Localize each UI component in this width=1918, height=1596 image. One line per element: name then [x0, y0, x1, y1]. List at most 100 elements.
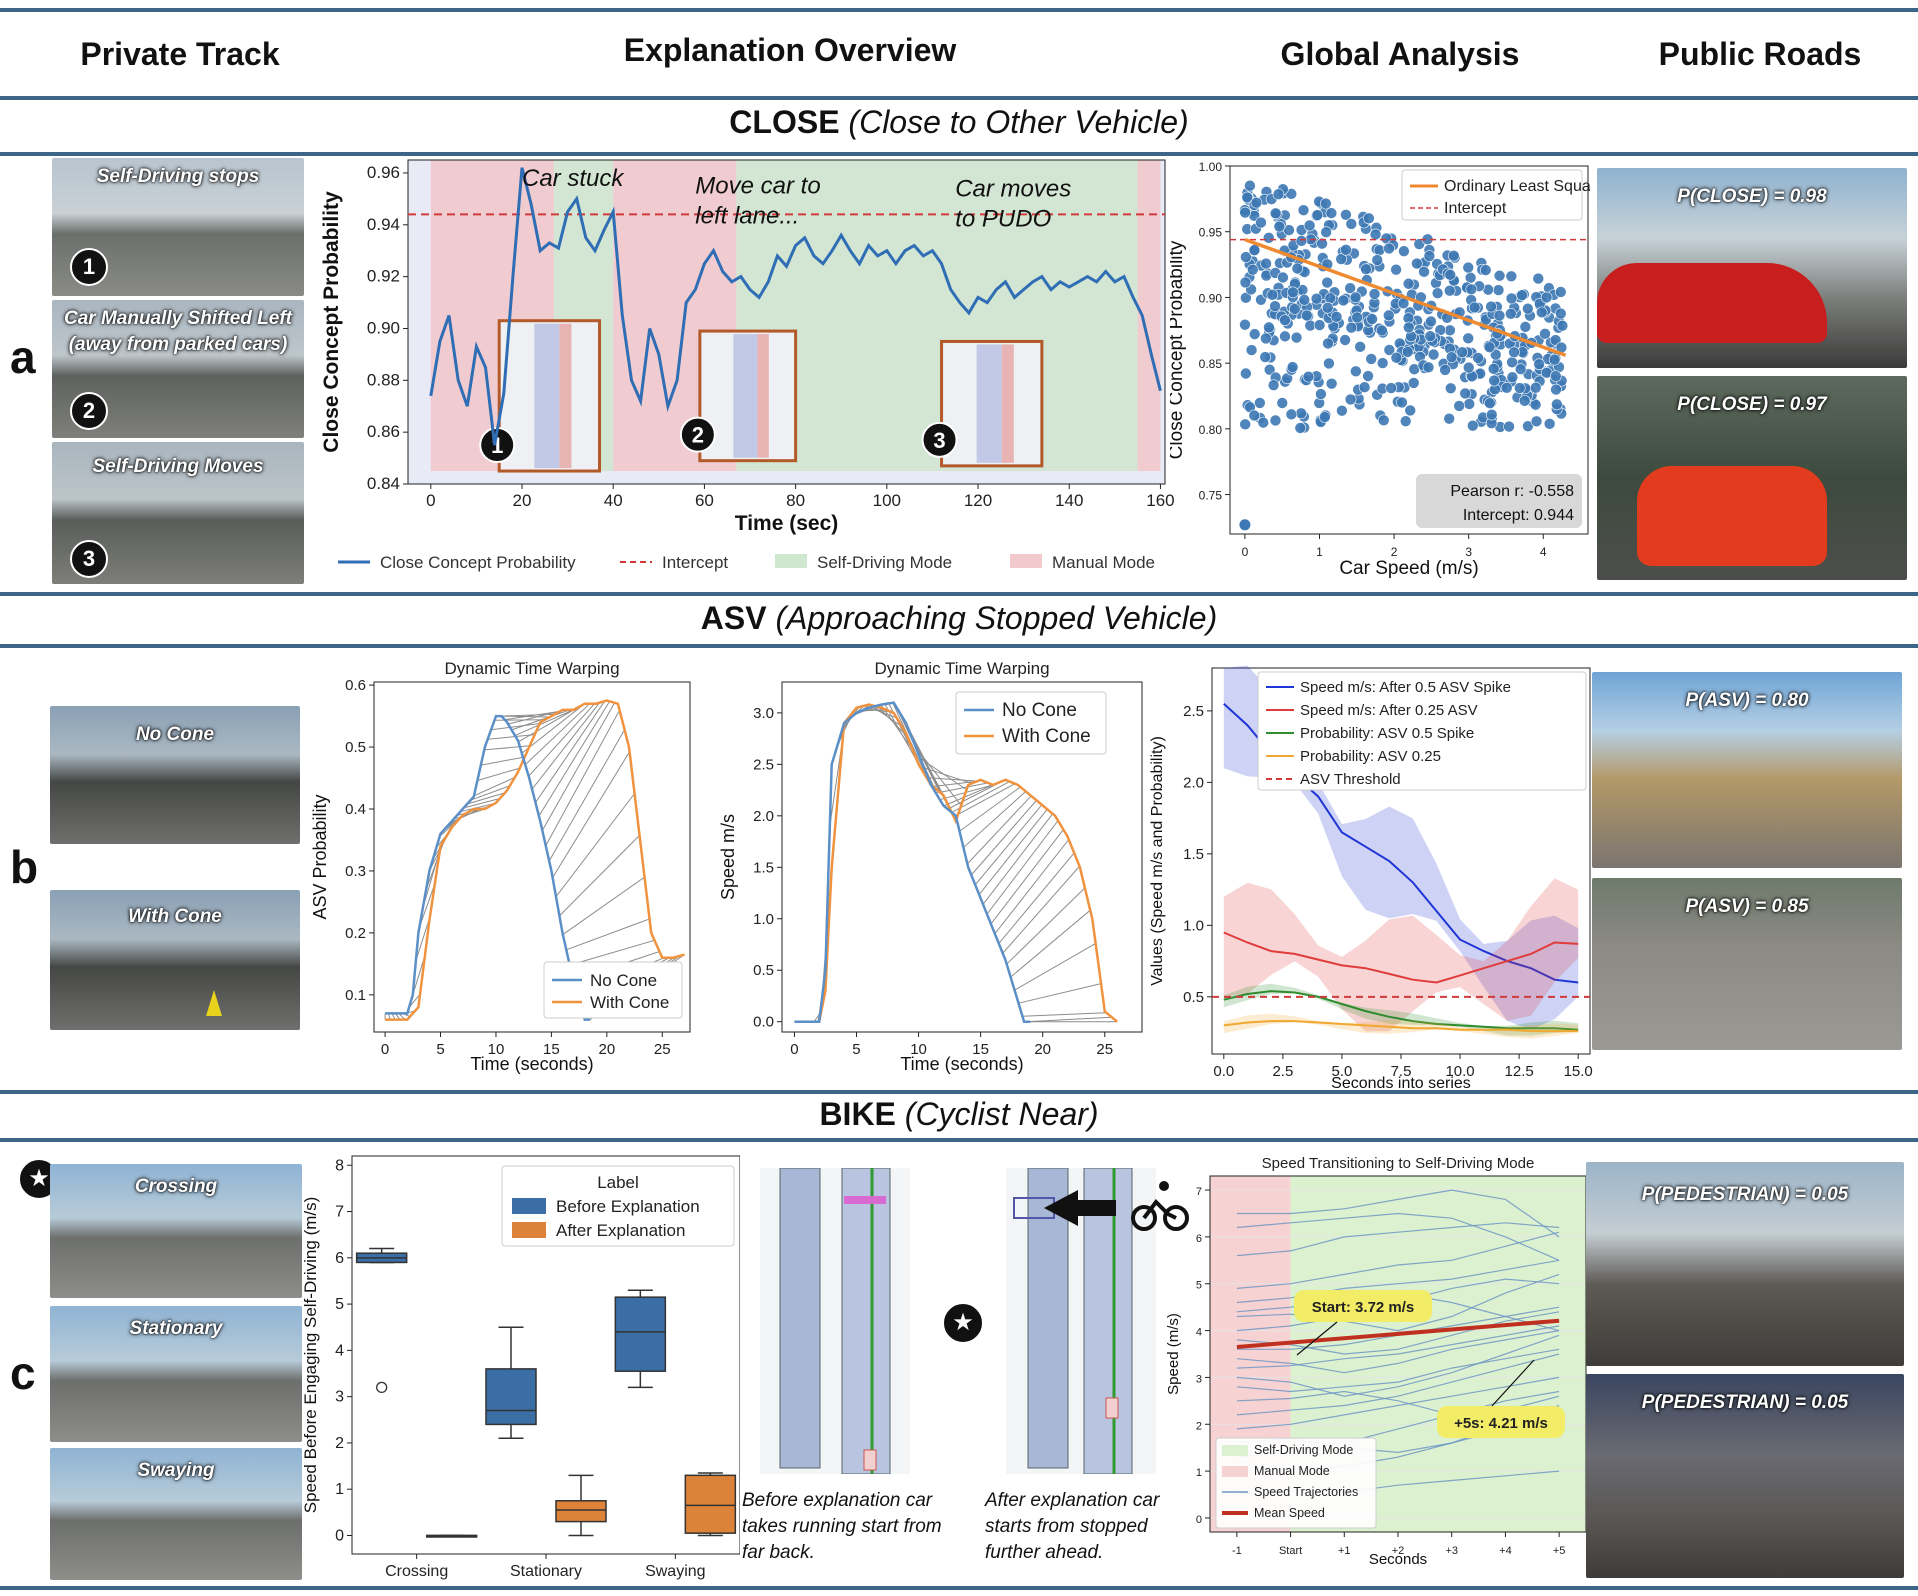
warp-line	[508, 709, 565, 725]
scatter-point	[1493, 309, 1506, 322]
scatter-point	[1479, 264, 1492, 276]
y-tick-label: 2.0	[1183, 774, 1204, 791]
x-tick-label: -1	[1232, 1545, 1242, 1557]
plot-frame	[1229, 165, 1589, 535]
legend-box	[1215, 1437, 1377, 1529]
scatter-point	[1554, 286, 1567, 298]
marker-pink	[844, 1196, 886, 1204]
series-band-1	[1223, 878, 1579, 1032]
scatter-point	[1279, 314, 1291, 327]
y-tick-label: 0.3	[345, 863, 366, 880]
top-rule	[0, 8, 1918, 12]
warp-line	[566, 918, 650, 951]
scatter-point	[1539, 327, 1551, 340]
y-tick-label: 0	[1196, 1514, 1202, 1526]
close-scatter-chart: 0 1 2 3 4 0.75 0.80 0.85 0.90 0.95 1.00 Car Speed (…	[1170, 160, 1590, 579]
scatter-point	[1519, 321, 1532, 333]
warp-line	[955, 783, 1016, 817]
scatter-point	[1425, 315, 1437, 328]
scatter-point	[1368, 288, 1381, 300]
scatter-point	[1266, 289, 1279, 301]
y-tick-label: 0.85	[1199, 357, 1223, 371]
section-header-close: CLOSE (Close to Other Vehicle)	[729, 104, 1189, 140]
warp-line	[466, 792, 505, 805]
warp-line	[521, 703, 585, 754]
col-header-public: Public Roads	[1658, 36, 1862, 72]
plot-frame	[373, 681, 691, 1033]
legend-label: Before Explanation	[556, 1197, 700, 1216]
legend-swatch	[1010, 554, 1042, 568]
scatter-point	[1285, 408, 1298, 421]
scatter-point	[1468, 301, 1481, 314]
y-tick-label: 5	[1196, 1280, 1202, 1292]
scatter-point	[1269, 300, 1281, 312]
warp-line	[928, 777, 978, 782]
callout-start: Start: 3.72 m/s	[1312, 1299, 1415, 1316]
y-axis-label: Speed m/s	[718, 814, 738, 900]
y-axis-label: Speed Before Engaging Self-Driving (m/s)	[301, 1197, 320, 1514]
scatter-point	[1505, 292, 1518, 305]
warp-line	[470, 785, 510, 801]
warp-line	[1014, 943, 1096, 991]
scatter-point	[1472, 352, 1484, 364]
scatter-point	[1505, 270, 1518, 283]
scatter-point	[1402, 321, 1415, 334]
scatter-point	[1240, 251, 1252, 263]
callout-start-box	[1294, 1290, 1432, 1322]
scatter-point	[1340, 244, 1352, 256]
speed-trajectory	[1236, 1325, 1560, 1369]
scatter-point	[1444, 269, 1457, 281]
x-tick-label: 0	[1242, 545, 1249, 559]
col-header-global: Global Analysis	[1280, 36, 1520, 72]
scatter-point	[1345, 218, 1358, 230]
inset-lane-red	[757, 334, 769, 458]
scatter-point	[1445, 351, 1458, 363]
series-no-cone	[385, 714, 591, 1021]
x-tick-label: 3	[1465, 545, 1472, 559]
warp-line	[555, 793, 635, 898]
scatter-point	[1311, 209, 1324, 221]
y-tick-label: 0.86	[367, 422, 400, 441]
x-tick-label: +3	[1445, 1545, 1458, 1557]
scatter-point	[1465, 283, 1478, 296]
asv-dtw-probability-chart: 0 5 10 15 20 25 0.1 0.2 0.3 0.4 0.5 0.6 Time (second…	[310, 659, 691, 1074]
warp-line	[511, 709, 570, 731]
scatter-point	[1345, 321, 1358, 334]
x-tick-label: 10	[488, 1041, 505, 1058]
warp-line	[559, 834, 640, 917]
public-photo-close-2: P(CLOSE) = 0.97	[1597, 376, 1907, 580]
lane-right	[841, 1168, 891, 1474]
legend-swatch	[512, 1198, 546, 1214]
scatter-point	[1318, 411, 1331, 423]
scatter-point	[1277, 271, 1289, 284]
y-tick-label: 0.6	[345, 677, 366, 694]
scatter-point	[1383, 344, 1396, 356]
scatter-point	[1325, 377, 1338, 390]
legend-label: Probability: ASV 0.25	[1300, 748, 1441, 765]
scatter-point	[1376, 357, 1389, 369]
y-tick-label: 7	[1196, 1186, 1202, 1198]
hot-rod-shape	[1637, 466, 1827, 566]
x-tick-label: 2.5	[1272, 1063, 1293, 1080]
scatter-point	[1532, 272, 1545, 285]
stats-intercept: Intercept: 0.944	[1463, 507, 1574, 524]
speed-trajectory	[1236, 1348, 1560, 1393]
warp-line	[545, 709, 621, 846]
scatter-point	[1279, 330, 1291, 343]
box-after	[555, 1500, 607, 1523]
y-tick-label: 0.90	[367, 318, 400, 337]
scatter-point	[1310, 292, 1323, 305]
mean-speed-line	[1236, 1318, 1560, 1349]
callout-arrow	[1491, 1359, 1535, 1407]
y-tick-label: 2.5	[1183, 703, 1204, 720]
scatter-point	[1466, 419, 1479, 432]
scatter-point	[1399, 415, 1412, 427]
scatter-point	[1503, 420, 1515, 433]
scatter-point	[1269, 414, 1282, 427]
y-tick-label: 0.5	[1183, 989, 1204, 1006]
scatter-point	[1385, 382, 1397, 394]
cyclist-icon	[1131, 1181, 1189, 1231]
marker-badge	[679, 416, 716, 453]
warp-line	[449, 808, 481, 824]
scatter-point	[1262, 232, 1275, 244]
